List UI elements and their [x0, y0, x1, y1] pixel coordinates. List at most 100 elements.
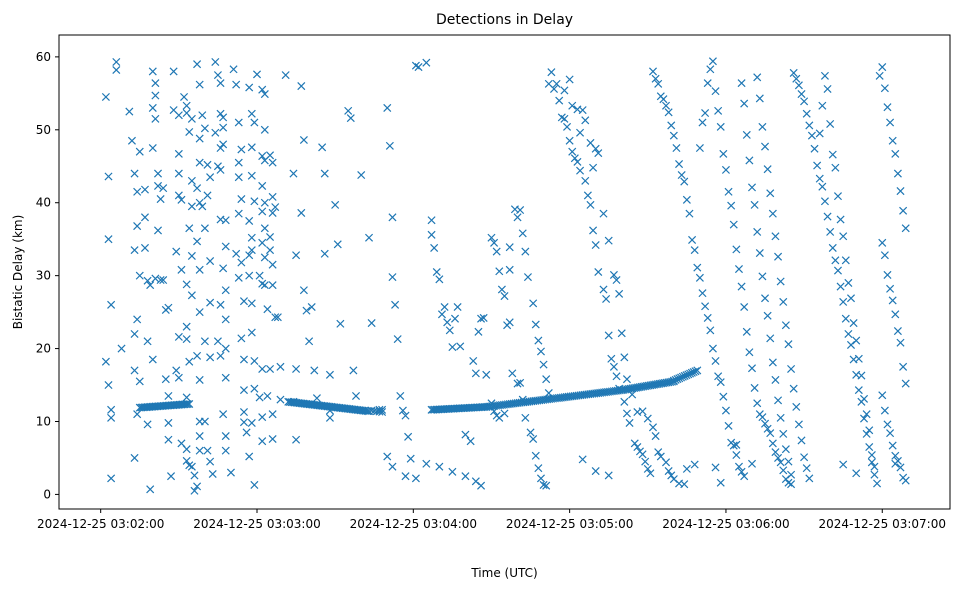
clutter-point [219, 113, 228, 122]
clutter-point [448, 467, 457, 476]
clutter-point [167, 472, 176, 481]
track-point [378, 407, 387, 417]
clutter-point [625, 418, 634, 427]
clutter-point [766, 334, 775, 343]
clutter-point [187, 462, 196, 471]
x-tick-label: 2024-12-25 03:06:00 [662, 517, 789, 531]
clutter-point [211, 128, 220, 137]
clutter-point [888, 136, 897, 145]
clutter-point [237, 195, 246, 204]
clutter-point [260, 198, 269, 207]
clutter-point [896, 338, 905, 347]
clutter-point [221, 446, 230, 455]
clutter-point [857, 371, 866, 380]
clutter-point [901, 476, 910, 485]
track-point [182, 400, 191, 409]
clutter-point [260, 90, 269, 99]
clutter-point [203, 446, 212, 455]
clutter-point [805, 474, 814, 483]
clutter-point [239, 386, 248, 395]
clutter-point [221, 344, 230, 353]
clutter-point [901, 379, 910, 388]
clutter-point [740, 302, 749, 312]
clutter-point [130, 329, 139, 339]
clutter-point [750, 200, 759, 209]
clutter-point [659, 95, 668, 104]
clutter-point [195, 308, 204, 317]
clutter-point [258, 238, 267, 247]
clutter-point [878, 391, 887, 400]
clutter-point [581, 176, 590, 185]
clutter-point [292, 364, 301, 374]
clutter-point [896, 187, 905, 196]
clutter-point [701, 109, 710, 118]
clutter-point [761, 419, 770, 428]
y-tick-label: 0 [43, 487, 51, 501]
clutter-point [232, 249, 241, 258]
clutter-point [591, 240, 600, 250]
clutter-point [771, 375, 780, 384]
clutter-point [766, 189, 775, 198]
clutter-point [886, 118, 895, 127]
clutter-point [430, 243, 439, 252]
clutter-point [177, 195, 186, 204]
clutter-point [216, 144, 225, 153]
clutter-point [755, 249, 764, 258]
clutter-point [622, 409, 631, 418]
clutter-point [536, 474, 545, 483]
clutter-point [133, 315, 142, 324]
clutter-point [221, 242, 230, 251]
clutter-point [195, 446, 204, 455]
clutter-point [729, 441, 738, 450]
clutter-point [195, 80, 204, 89]
clutter-point [680, 480, 689, 489]
clutter-point [247, 299, 256, 308]
clutter-point [302, 306, 311, 315]
clutter-point [761, 294, 770, 303]
clutter-point [800, 97, 809, 106]
clutter-point [844, 329, 853, 339]
clutter-point [151, 114, 160, 123]
clutter-point [708, 344, 717, 353]
clutter-point [271, 313, 280, 322]
clutter-point [865, 442, 874, 452]
clutter-point [630, 439, 639, 448]
clutter-point [578, 106, 587, 115]
clutter-point [771, 232, 780, 241]
clutter-point [539, 360, 548, 369]
clutter-point [260, 125, 269, 134]
clutter-point [854, 354, 863, 363]
clutter-point [662, 458, 671, 467]
clutter-point [255, 393, 264, 402]
clutter-point [357, 170, 366, 180]
clutter-point [695, 144, 704, 153]
clutter-point [101, 357, 110, 366]
clutter-point [833, 192, 842, 201]
clutter-point [797, 436, 806, 445]
clutter-point [174, 191, 183, 200]
clutter-point [867, 451, 876, 460]
clutter-point [268, 434, 277, 444]
clutter-point [818, 182, 827, 191]
clutter-point [607, 354, 616, 363]
clutter-point [182, 101, 191, 110]
clutter-point [771, 448, 780, 457]
clutter-point [221, 216, 230, 225]
clutter-point [206, 257, 215, 266]
clutter-point [854, 386, 863, 395]
clutter-point [886, 429, 895, 438]
clutter-point [482, 370, 491, 379]
clutter-point [599, 285, 608, 294]
clutter-point [208, 469, 217, 479]
chart-title: Detections in Delay [436, 12, 573, 28]
clutter-point [708, 57, 717, 66]
clutter-point [443, 318, 452, 327]
clutter-point [836, 282, 845, 291]
clutter-point [247, 109, 256, 118]
track-point [375, 407, 384, 416]
clutter-point [365, 233, 374, 242]
clutter-point [258, 207, 267, 216]
clutter-point [669, 131, 678, 140]
clutter-point [638, 407, 647, 416]
clutter-point [862, 429, 871, 438]
